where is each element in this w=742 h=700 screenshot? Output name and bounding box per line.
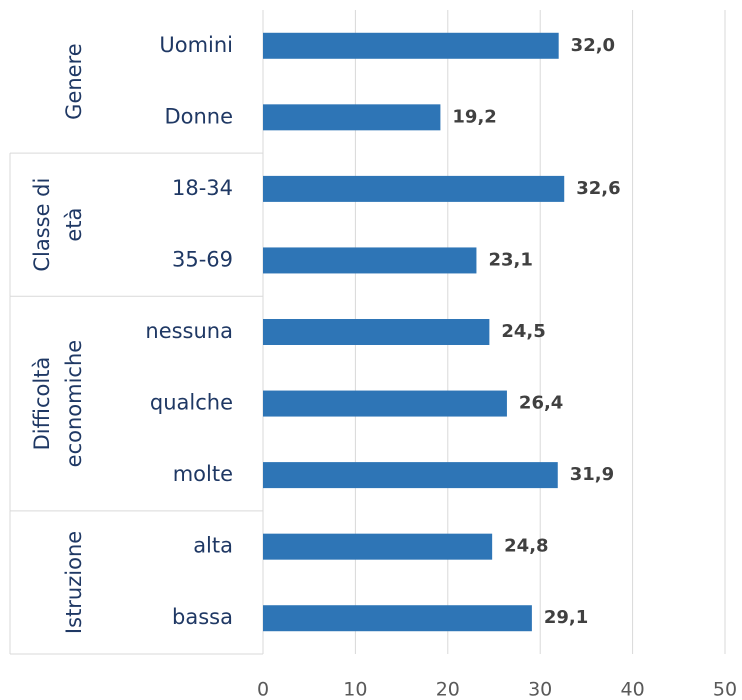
bar — [263, 605, 532, 632]
group-label: età — [62, 208, 86, 242]
x-tick-label: 10 — [343, 679, 367, 700]
bar — [263, 462, 558, 489]
value-label: 24,8 — [504, 536, 548, 557]
y-tick-label: qualche — [150, 391, 233, 415]
bar — [263, 104, 441, 131]
bar — [263, 533, 493, 560]
value-label: 32,6 — [576, 178, 620, 199]
bar — [263, 32, 559, 59]
group-label: Istruzione — [62, 531, 86, 634]
group-label: Difficoltà — [30, 357, 54, 451]
y-tick-label: molte — [173, 462, 233, 486]
bar — [263, 247, 477, 274]
y-tick-label: Uomini — [159, 33, 233, 57]
value-label: 26,4 — [519, 393, 563, 414]
value-label: 23,1 — [488, 249, 532, 270]
value-label: 31,9 — [570, 464, 614, 485]
x-tick-label: 30 — [528, 679, 552, 700]
value-label: 24,5 — [501, 321, 545, 342]
group-label: Classe di — [30, 178, 54, 272]
x-tick-label: 40 — [621, 679, 645, 700]
y-tick-label: Donne — [164, 104, 233, 128]
value-label: 19,2 — [452, 106, 496, 127]
y-tick-label: bassa — [172, 605, 233, 629]
bar — [263, 175, 565, 202]
value-label: 32,0 — [571, 35, 615, 56]
y-tick-label: 35-69 — [172, 247, 233, 271]
group-label: Genere — [62, 43, 86, 120]
y-tick-label: 18-34 — [172, 176, 233, 200]
bar — [263, 319, 490, 345]
value-label: 29,1 — [544, 607, 588, 628]
y-tick-label: nessuna — [145, 319, 233, 343]
x-tick-label: 0 — [257, 679, 269, 700]
x-tick-label: 20 — [436, 679, 460, 700]
x-tick-label: 50 — [713, 679, 737, 700]
bar — [263, 390, 507, 417]
group-label: economiche — [62, 340, 86, 468]
y-tick-label: alta — [193, 534, 233, 558]
